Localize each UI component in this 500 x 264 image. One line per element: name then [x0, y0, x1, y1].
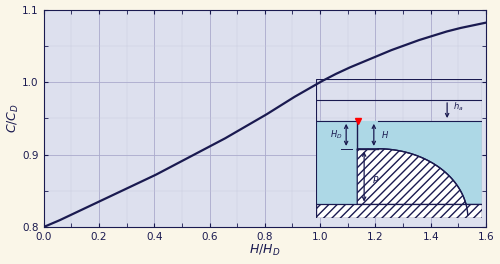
X-axis label: $H/H_D$: $H/H_D$ [249, 243, 280, 258]
Y-axis label: $C/C_D$: $C/C_D$ [6, 103, 20, 133]
